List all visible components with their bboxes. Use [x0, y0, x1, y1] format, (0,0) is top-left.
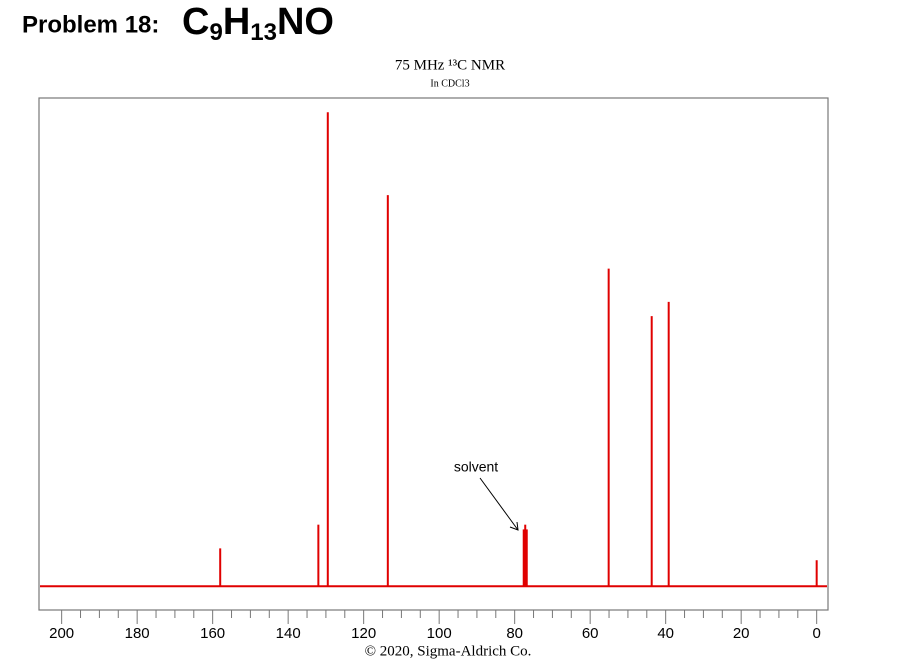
- plot-frame: [38, 97, 829, 611]
- annotation: solvent: [454, 459, 498, 475]
- formula-part: H: [223, 1, 250, 43]
- problem-label: Problem 18:: [22, 11, 159, 38]
- x-tick-label: 40: [657, 625, 674, 642]
- formula-part: C: [182, 1, 209, 43]
- x-tick-label: 60: [582, 625, 599, 642]
- x-tick-label: 80: [506, 625, 523, 642]
- chart-subtitle: In CDCl3: [430, 78, 469, 89]
- formula-subscript: 13: [250, 19, 277, 46]
- formula: C9H13NO: [182, 1, 334, 46]
- x-tick-label: 120: [351, 625, 376, 642]
- annotation-arrow: [479, 477, 519, 531]
- x-tick-label: 200: [49, 625, 74, 642]
- x-tick-label: 0: [813, 625, 821, 642]
- arrow-head: [509, 521, 519, 531]
- x-tick-label: 180: [125, 625, 150, 642]
- source: © 2020, Sigma-Aldrich Co.: [365, 643, 532, 659]
- x-tick-label: 20: [733, 625, 750, 642]
- formula-part: NO: [277, 1, 334, 43]
- formula-subscript: 9: [209, 19, 222, 46]
- x-tick-label: 140: [276, 625, 301, 642]
- x-tick-label: 100: [427, 625, 452, 642]
- chart-title: 75 MHz ¹³C NMR: [395, 57, 505, 73]
- x-tick-label: 160: [200, 625, 225, 642]
